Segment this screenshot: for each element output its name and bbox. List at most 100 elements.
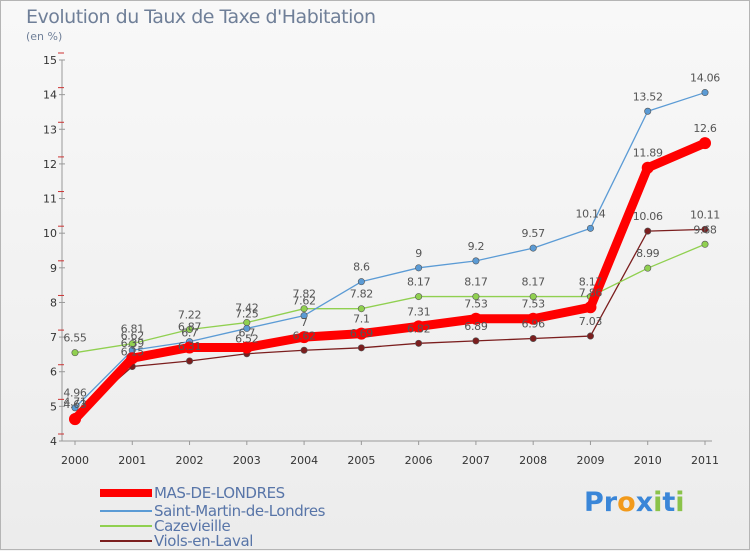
data-label: 6.96 xyxy=(522,317,546,330)
data-point xyxy=(357,305,365,313)
y-tick-label: 12 xyxy=(43,158,57,171)
data-label: 7 xyxy=(301,316,308,329)
data-point xyxy=(529,293,537,301)
logo-letter: r xyxy=(603,487,618,518)
x-tick-label: 2011 xyxy=(691,454,719,467)
legend-label: Saint-Martin-de-Londres xyxy=(154,502,326,520)
data-point xyxy=(472,293,480,301)
data-label: 7.53 xyxy=(522,298,546,311)
data-label: 4.63 xyxy=(63,398,87,411)
data-label: 6.55 xyxy=(63,332,87,345)
data-label: 12.6 xyxy=(693,122,717,135)
data-label: 14.06 xyxy=(690,72,720,85)
data-point xyxy=(240,341,253,354)
data-point xyxy=(701,225,709,233)
data-point xyxy=(527,312,540,325)
unit-label: (en %) xyxy=(26,30,63,43)
data-point xyxy=(71,349,79,357)
series-line xyxy=(70,138,710,424)
logo-letter: x xyxy=(635,487,654,518)
x-tick-label: 2005 xyxy=(347,454,375,467)
data-label: 10.06 xyxy=(633,210,663,223)
series-line xyxy=(74,91,706,409)
data-label: 6.52 xyxy=(235,333,258,346)
data-label: 7.31 xyxy=(407,305,430,318)
logo-letter: P xyxy=(584,487,604,518)
data-label: 7.82 xyxy=(350,288,373,301)
data-label: 7.22 xyxy=(178,308,201,321)
y-tick-label: 15 xyxy=(43,54,57,67)
data-point xyxy=(701,89,709,97)
data-label: 7.25 xyxy=(235,307,259,320)
data-label: 11.89 xyxy=(633,147,663,160)
data-label: 8.17 xyxy=(522,276,546,289)
data-point xyxy=(300,346,308,354)
data-label: 7.62 xyxy=(292,295,315,308)
y-tick-label: 6 xyxy=(50,366,57,379)
y-tick-label: 9 xyxy=(50,262,57,275)
data-point xyxy=(644,264,652,272)
legend-swatch xyxy=(100,540,152,542)
data-point xyxy=(469,312,482,325)
x-tick-label: 2010 xyxy=(634,454,662,467)
y-tick-label: 7 xyxy=(50,331,57,344)
data-label: 8.17 xyxy=(464,276,488,289)
data-point xyxy=(701,240,709,248)
data-point xyxy=(412,320,425,333)
data-point xyxy=(357,278,365,286)
data-point xyxy=(584,301,597,314)
y-tick-label: 14 xyxy=(43,89,57,102)
data-label: 6.7 xyxy=(239,326,256,339)
data-label: 6.39 xyxy=(121,337,145,350)
data-point xyxy=(69,413,81,426)
legend-swatch xyxy=(100,510,152,512)
logo-letter: i xyxy=(653,487,663,518)
data-label: 7.42 xyxy=(235,302,258,315)
data-label: 7.03 xyxy=(579,315,603,328)
data-label: 6.62 xyxy=(121,329,144,342)
y-tick-label: 4 xyxy=(50,435,57,448)
data-label: 6.69 xyxy=(350,327,374,340)
data-label: 7.86 xyxy=(579,286,603,299)
data-point xyxy=(641,161,654,174)
data-point xyxy=(183,341,196,354)
legend-label: Viols-en-Laval xyxy=(154,532,254,550)
data-label: 6.87 xyxy=(178,321,202,334)
data-point xyxy=(186,357,194,365)
y-tick-label: 11 xyxy=(43,193,57,206)
data-point xyxy=(644,107,652,115)
data-point xyxy=(415,293,423,301)
data-label: 4.96 xyxy=(63,387,87,400)
data-label: 9.57 xyxy=(522,227,546,240)
data-label: 6.81 xyxy=(121,323,144,336)
data-label: 7.53 xyxy=(464,298,488,311)
data-label: 6.15 xyxy=(121,346,145,359)
data-label: 13.52 xyxy=(633,90,663,103)
x-tick-label: 2000 xyxy=(61,454,89,467)
data-label: 4.71 xyxy=(63,395,86,408)
data-point xyxy=(644,227,652,235)
data-point xyxy=(126,352,139,365)
legend-label: Cazevieille xyxy=(154,517,231,535)
data-label: 9.2 xyxy=(468,240,485,253)
logo-letter: i xyxy=(675,487,685,518)
proxiti-logo: Proxiti xyxy=(584,487,685,518)
chart-title: Evolution du Taux de Taxe d'Habitation xyxy=(26,6,376,28)
x-tick-label: 2006 xyxy=(405,454,433,467)
data-point xyxy=(472,257,480,265)
series-line xyxy=(74,228,706,418)
data-point xyxy=(357,344,365,352)
data-label: 7.82 xyxy=(292,288,315,301)
y-tick-label: 5 xyxy=(50,400,57,413)
x-tick-label: 2003 xyxy=(233,454,261,467)
data-point xyxy=(186,325,194,333)
data-label: 7.1 xyxy=(353,313,370,326)
y-tick-label: 10 xyxy=(43,227,57,240)
data-point xyxy=(71,404,79,412)
x-tick-label: 2008 xyxy=(519,454,547,467)
data-point xyxy=(586,224,594,232)
data-label: 6.7 xyxy=(181,326,198,339)
data-point xyxy=(298,331,311,344)
